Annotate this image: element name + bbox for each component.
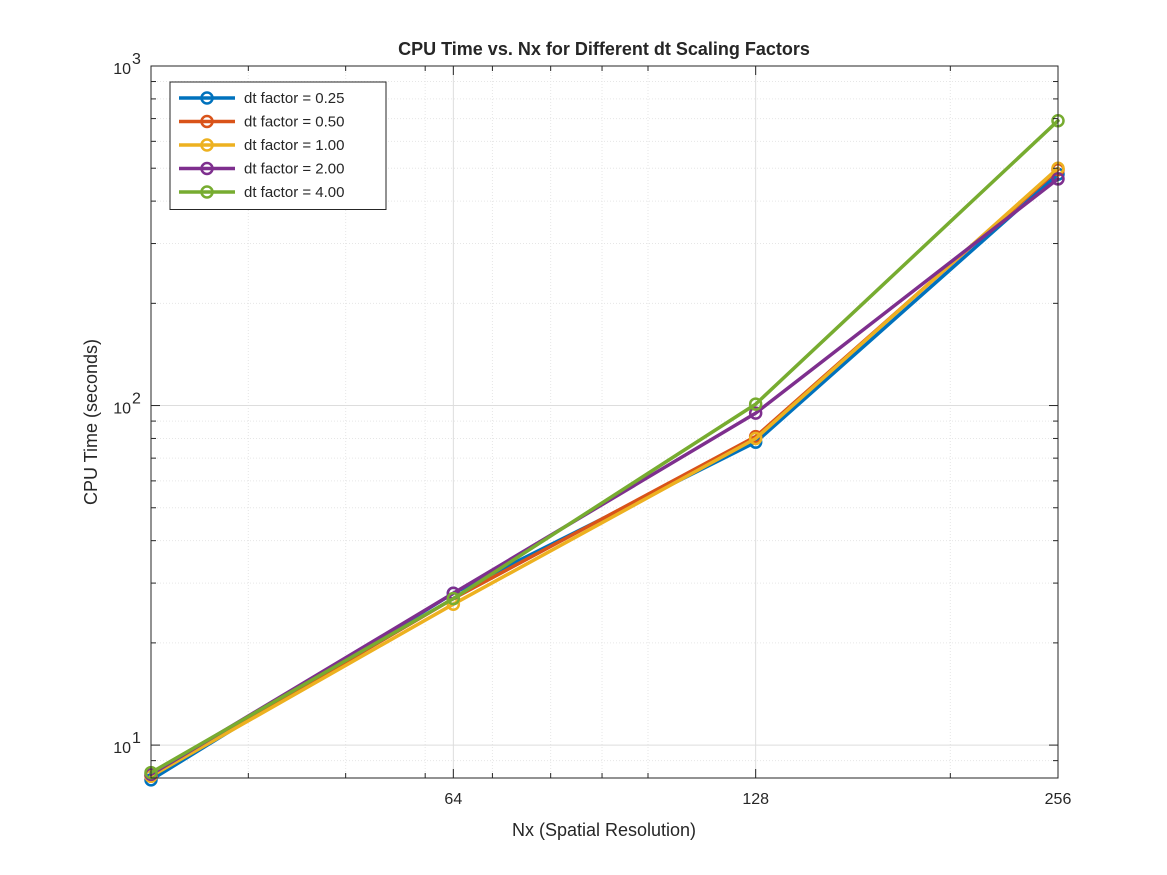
- legend-label: dt factor = 2.00: [244, 161, 344, 178]
- data-point: [748, 397, 763, 411]
- y-tick-label: 10: [113, 61, 131, 78]
- x-tick-label: 64: [444, 791, 462, 808]
- tick-marks: [151, 65, 1059, 779]
- legend-marker: [200, 91, 214, 105]
- legend-label: dt factor = 0.25: [244, 90, 344, 107]
- legend: dt factor = 0.25 dt factor = 0.50 dt facto…: [169, 81, 387, 210]
- legend-label: dt factor = 0.50: [244, 114, 344, 131]
- legend-item: dt factor = 0.50: [179, 114, 344, 131]
- legend-marker: [200, 185, 214, 199]
- legend-label: dt factor = 1.00: [244, 137, 344, 154]
- legend-marker: [200, 161, 214, 176]
- data-point: [748, 431, 763, 446]
- y-tick-exponent: 3: [132, 51, 141, 68]
- x-tick-label: 256: [1045, 791, 1072, 808]
- series-line: [149, 118, 1060, 775]
- y-axis-label: CPU Time (seconds): [81, 339, 101, 505]
- data-point: [748, 406, 763, 420]
- data-point: [446, 591, 461, 606]
- axes-box: [150, 65, 1059, 779]
- x-tick-label: 128: [742, 791, 769, 808]
- legend-item: dt factor = 1.00: [179, 137, 344, 154]
- legend-item: dt factor = 4.00: [179, 184, 344, 201]
- x-axis-label: Nx (Spatial Resolution): [512, 820, 696, 840]
- legend-item: dt factor = 0.25: [179, 90, 344, 107]
- legend-label: dt factor = 4.00: [244, 184, 344, 201]
- series-layer: [144, 113, 1065, 787]
- y-tick-label: 10: [113, 401, 131, 418]
- series-line: [149, 166, 1060, 778]
- legend-marker: [200, 114, 214, 129]
- chart-title: CPU Time vs. Nx for Different dt Scaling…: [398, 39, 810, 59]
- y-tick-exponent: 1: [132, 730, 141, 747]
- y-tick-label: 10: [113, 740, 131, 757]
- y-tick-exponent: 2: [132, 391, 141, 408]
- legend-item: dt factor = 2.00: [179, 161, 344, 178]
- x-tick-labels: 64 128 256: [444, 791, 1071, 808]
- legend-marker: [200, 138, 214, 152]
